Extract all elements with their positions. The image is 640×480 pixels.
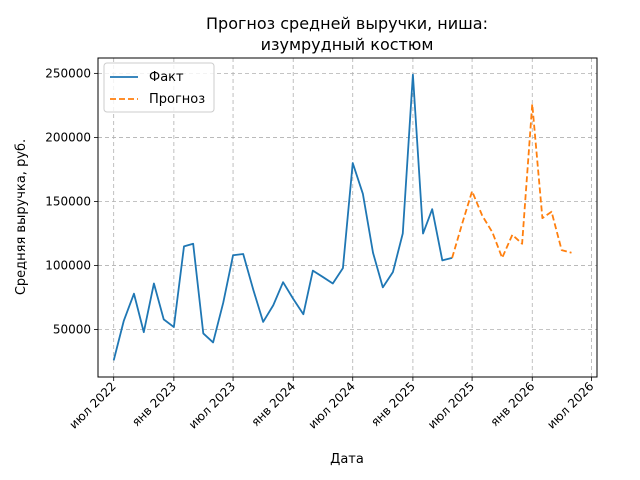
legend-label-fact: Факт bbox=[149, 70, 184, 85]
y-tick-label: 150000 bbox=[45, 194, 91, 208]
y-tick-label: 50000 bbox=[53, 323, 91, 337]
chart-title-line-1: Прогноз средней выручки, ниша: bbox=[206, 14, 488, 33]
y-axis-label: Средняя выручка, руб. bbox=[14, 139, 29, 295]
series-line-forecast bbox=[451, 103, 572, 259]
y-tick-label: 100000 bbox=[45, 259, 91, 273]
series-line-fact bbox=[112, 73, 453, 361]
legend: Факт Прогноз bbox=[103, 62, 215, 113]
plot-frame bbox=[97, 57, 598, 378]
legend-label-forecast: Прогноз bbox=[149, 92, 205, 107]
series-layer bbox=[112, 73, 572, 361]
chart-title-line-2: изумрудный костюм bbox=[261, 35, 434, 54]
y-axis-ticks: 50000 100000 150000 200000 250000 bbox=[45, 66, 98, 337]
x-axis-label: Дата bbox=[330, 452, 364, 467]
y-tick-label: 200000 bbox=[45, 130, 91, 144]
grid bbox=[98, 58, 597, 377]
y-tick-label: 250000 bbox=[45, 66, 91, 80]
